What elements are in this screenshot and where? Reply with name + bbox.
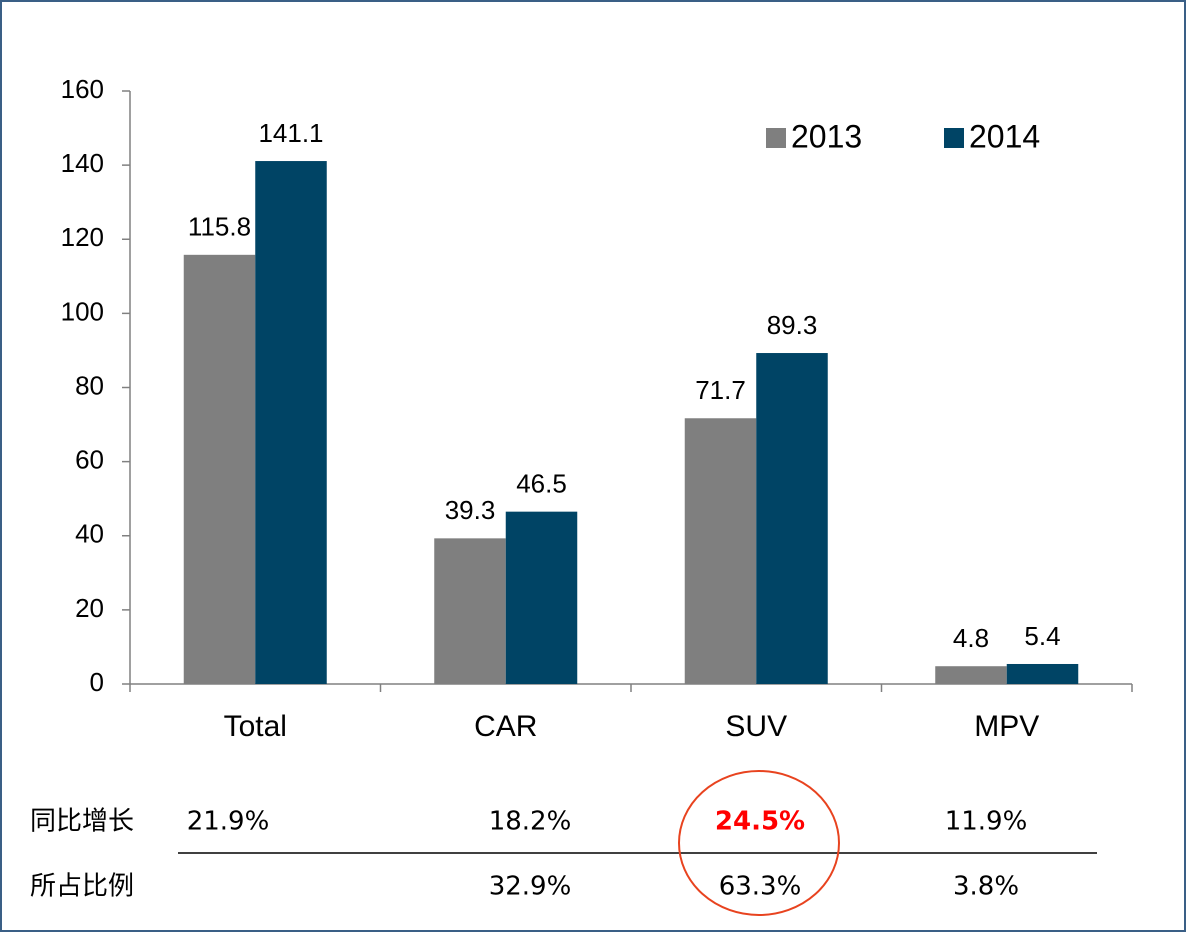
data-label: 71.7 xyxy=(695,375,746,405)
data-label: 39.3 xyxy=(445,495,496,525)
y-tick-label: 120 xyxy=(61,222,104,252)
x-tick-label: CAR xyxy=(474,710,537,743)
bar xyxy=(756,353,828,684)
table-cell: 63.3% xyxy=(719,872,802,902)
bar xyxy=(255,161,327,685)
legend-swatch xyxy=(944,128,964,148)
x-tick-label: MPV xyxy=(974,710,1039,743)
y-tick-label: 0 xyxy=(90,667,104,697)
row-label: 同比增长 xyxy=(30,807,134,837)
data-label: 4.8 xyxy=(953,623,989,653)
legend-swatch xyxy=(766,128,786,148)
x-tick-label: Total xyxy=(224,710,287,743)
table-cell: 11.9% xyxy=(945,807,1028,837)
data-label: 115.8 xyxy=(188,212,251,242)
table-cell: 3.8% xyxy=(953,872,1019,902)
y-tick-label: 160 xyxy=(61,74,104,104)
table-cell: 18.2% xyxy=(489,807,572,837)
y-tick-label: 80 xyxy=(75,370,104,400)
y-tick-label: 140 xyxy=(61,148,104,178)
table-cell: 21.9% xyxy=(187,807,270,837)
data-label: 5.4 xyxy=(1024,621,1060,651)
row-label: 所占比例 xyxy=(30,872,134,902)
y-tick-label: 60 xyxy=(75,445,104,475)
table-cell: 24.5% xyxy=(715,807,805,837)
y-tick-label: 20 xyxy=(75,593,104,623)
y-tick-label: 100 xyxy=(61,296,104,326)
bar xyxy=(1006,663,1079,684)
table-cell: 32.9% xyxy=(489,872,572,902)
legend-label: 2013 xyxy=(791,118,862,154)
highlight-ellipse xyxy=(678,770,840,916)
bar xyxy=(434,538,506,684)
data-label: 46.5 xyxy=(516,469,567,499)
bar xyxy=(183,254,256,684)
data-label: 89.3 xyxy=(767,310,818,340)
bar xyxy=(935,666,1007,684)
legend-label: 2014 xyxy=(969,118,1040,154)
y-tick-label: 40 xyxy=(75,519,104,549)
x-tick-label: SUV xyxy=(725,710,787,743)
bar xyxy=(505,511,578,684)
data-label: 141.1 xyxy=(258,118,323,148)
bar xyxy=(684,418,757,684)
